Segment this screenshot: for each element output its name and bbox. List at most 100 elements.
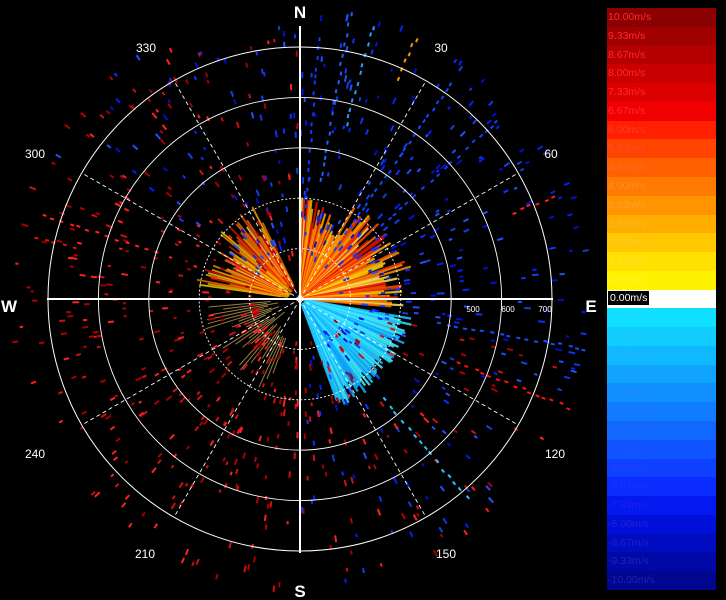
echo-gate: [189, 102, 194, 108]
echo-gate: [379, 563, 383, 567]
echo-gate: [407, 52, 412, 57]
echo-gate: [450, 227, 456, 232]
echo-gate: [379, 158, 386, 166]
echo-gate: [319, 213, 323, 220]
echo-gate: [257, 329, 262, 334]
echo-gate: [148, 309, 154, 313]
echo-gate: [162, 113, 169, 121]
echo-gate: [369, 32, 373, 37]
echo-gate: [233, 99, 237, 105]
echo-gate: [168, 290, 173, 294]
echo-gate: [261, 369, 266, 375]
echo-gate: [346, 114, 350, 119]
echo-gate: [500, 333, 505, 336]
echo-gate: [324, 264, 329, 269]
echo-ray: [261, 222, 295, 287]
echo-gate: [125, 241, 130, 245]
legend-swatch: -2.67m/s: [607, 364, 716, 384]
echo-gate: [301, 88, 304, 96]
echo-gate: [464, 146, 470, 151]
echo-gate: [248, 303, 256, 307]
echo-gate: [512, 211, 517, 216]
echo-gate: [196, 394, 203, 401]
echo-gate: [447, 473, 452, 479]
echo-gate: [82, 345, 87, 349]
echo-gate: [525, 200, 533, 206]
echo-gate: [248, 93, 252, 99]
echo-gate: [308, 363, 312, 371]
echo-gate: [356, 81, 360, 87]
echo-ray: [244, 314, 266, 326]
echo-gate: [275, 246, 279, 251]
echo-gate: [243, 565, 247, 573]
echo-gate: [341, 471, 345, 476]
echo-gate: [96, 345, 101, 349]
legend-swatch: -8.67m/s: [607, 533, 716, 553]
echo-gate: [275, 228, 280, 235]
echo-gate: [114, 238, 119, 242]
echo-gate: [402, 188, 407, 194]
echo-gate: [148, 186, 155, 192]
echo-gate: [376, 508, 382, 516]
echo-gate: [408, 140, 413, 145]
echo-gate: [180, 331, 185, 335]
echo-gate: [316, 55, 319, 61]
echo-gate: [104, 234, 109, 238]
echo-gate: [364, 403, 370, 410]
echo-gate: [350, 550, 353, 555]
echo-gate: [91, 213, 98, 218]
echo-ray: [238, 306, 280, 322]
echo-gate: [166, 82, 171, 88]
echo-gate: [431, 425, 436, 431]
echo-gate: [441, 360, 448, 365]
echo-gate: [262, 175, 266, 182]
echo-gate: [362, 452, 368, 460]
echo-gate: [581, 311, 586, 314]
echo-gate: [541, 396, 546, 400]
echo-gate: [233, 194, 238, 201]
echo-gate: [316, 221, 320, 226]
echo-gate: [269, 182, 273, 187]
echo-gate: [230, 193, 235, 199]
echo-gate: [263, 336, 269, 343]
echo-gate: [208, 317, 216, 321]
echo-gate: [533, 372, 538, 376]
echo-ray: [299, 297, 392, 308]
echo-gate: [250, 308, 257, 312]
echo-gate: [396, 76, 401, 82]
echo-gate: [282, 237, 287, 244]
echo-gate: [320, 360, 324, 365]
echo-gate: [337, 80, 341, 85]
echo-gate: [167, 98, 172, 104]
echo-gate: [272, 239, 277, 247]
echo-gate: [401, 512, 406, 520]
echo-gate: [290, 250, 294, 257]
echo-gate: [243, 322, 249, 326]
echo-gate: [109, 396, 116, 402]
echo-gate: [415, 505, 420, 510]
echo-gate: [550, 279, 558, 282]
echo-gate: [419, 260, 427, 265]
echo-gate: [64, 123, 71, 130]
legend-swatch: 9.33m/s: [607, 26, 716, 46]
echo-gate: [257, 323, 263, 328]
echo-gate: [234, 414, 239, 420]
echo-gate: [207, 355, 213, 360]
echo-gate: [568, 351, 576, 355]
echo-gate: [503, 161, 511, 168]
echo-gate: [100, 379, 106, 384]
echo-gate: [380, 305, 386, 308]
echo-gate: [257, 356, 262, 362]
echo-gate: [455, 159, 463, 166]
echo-gate: [254, 337, 261, 344]
echo-gate: [506, 347, 514, 352]
echo-gate: [421, 463, 425, 467]
echo-gate: [63, 357, 70, 361]
echo-gate: [407, 501, 413, 508]
echo-gate: [163, 166, 168, 172]
echo-gate: [126, 187, 132, 193]
echo-gate: [203, 146, 207, 151]
echo-gate: [445, 392, 451, 397]
echo-gate: [484, 129, 489, 134]
echo-gate: [378, 496, 383, 502]
